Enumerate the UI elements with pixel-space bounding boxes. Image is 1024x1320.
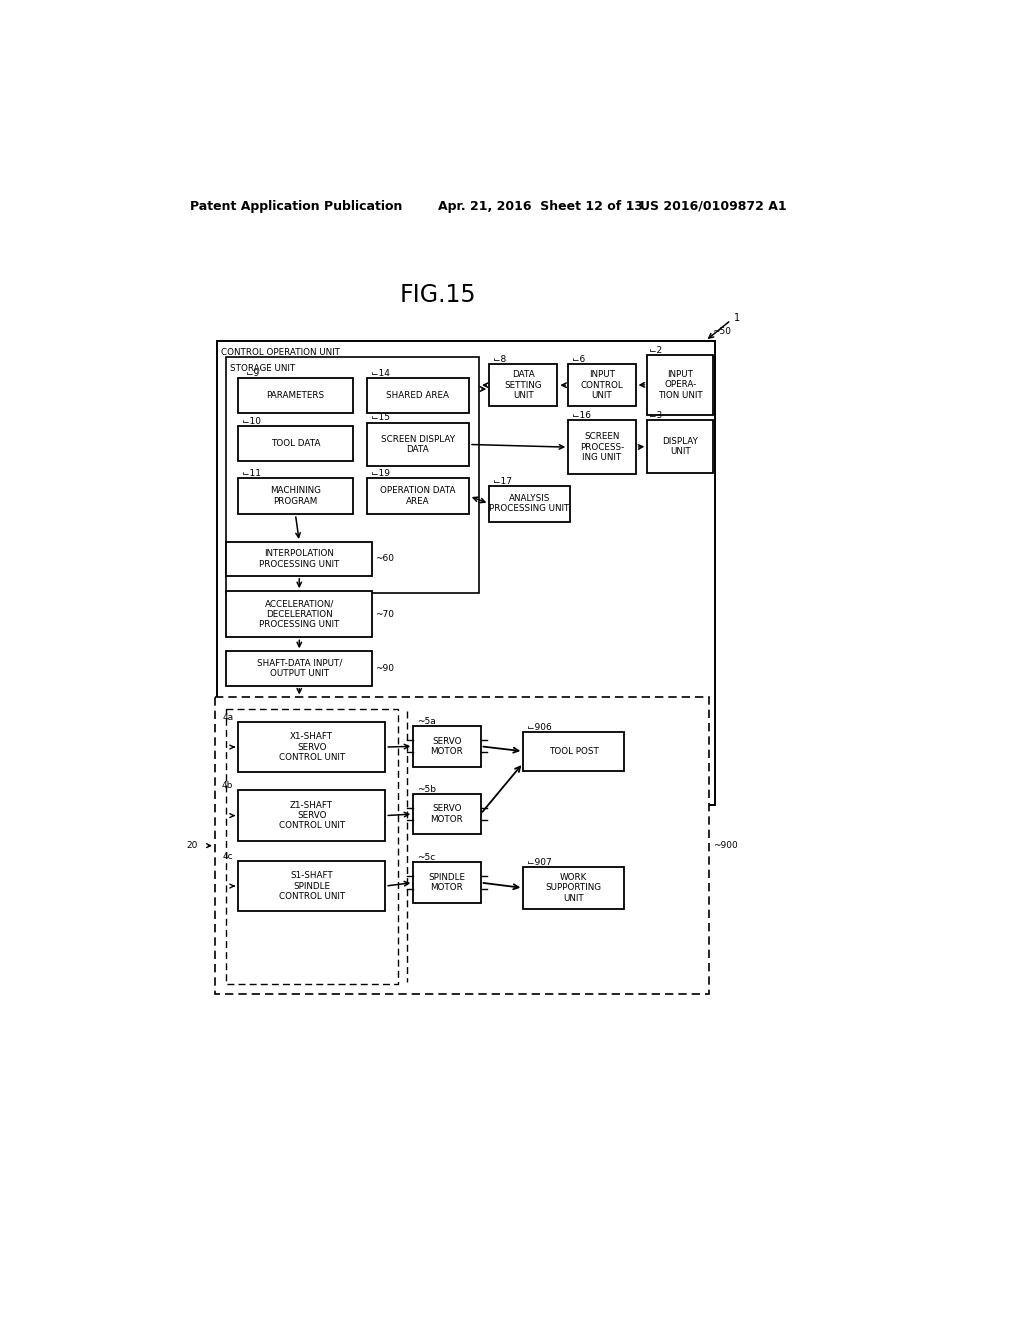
Bar: [489, 486, 569, 521]
Bar: [215, 697, 710, 994]
Bar: [568, 364, 636, 407]
Bar: [489, 364, 557, 407]
Bar: [367, 422, 469, 466]
Bar: [238, 378, 352, 412]
Bar: [523, 733, 624, 771]
Text: DISPLAY
UNIT: DISPLAY UNIT: [663, 437, 698, 457]
Text: DATA
SETTING
UNIT: DATA SETTING UNIT: [505, 371, 542, 400]
Text: 4c: 4c: [223, 851, 233, 861]
Text: ~900: ~900: [713, 841, 738, 850]
Bar: [414, 862, 480, 903]
Text: 4a: 4a: [222, 713, 233, 722]
Text: INPUT
OPERA-
TION UNIT: INPUT OPERA- TION UNIT: [657, 370, 702, 400]
Text: ⌙9: ⌙9: [246, 368, 259, 378]
Bar: [414, 726, 480, 767]
Text: SPINDLE
MOTOR: SPINDLE MOTOR: [428, 873, 466, 892]
Bar: [647, 420, 713, 473]
Text: ⌙19: ⌙19: [371, 469, 389, 478]
Bar: [226, 591, 372, 638]
Text: US 2016/0109872 A1: US 2016/0109872 A1: [640, 199, 786, 213]
Text: Apr. 21, 2016  Sheet 12 of 13: Apr. 21, 2016 Sheet 12 of 13: [438, 199, 643, 213]
Text: STORAGE UNIT: STORAGE UNIT: [230, 364, 296, 374]
Text: ~5c: ~5c: [417, 853, 435, 862]
Text: SERVO
MOTOR: SERVO MOTOR: [430, 804, 463, 824]
Text: ~50: ~50: [713, 327, 731, 337]
Text: ⌙3: ⌙3: [649, 411, 663, 420]
Text: ANALYSIS
PROCESSING UNIT: ANALYSIS PROCESSING UNIT: [489, 494, 569, 513]
Bar: [568, 420, 636, 474]
Bar: [238, 478, 352, 515]
Text: SERVO
MOTOR: SERVO MOTOR: [430, 737, 463, 756]
Text: SCREEN DISPLAY
DATA: SCREEN DISPLAY DATA: [381, 434, 455, 454]
Text: 20: 20: [186, 841, 198, 850]
Text: 1: 1: [734, 313, 740, 323]
Text: ~90: ~90: [375, 664, 394, 673]
Bar: [238, 426, 352, 461]
Text: ~5b: ~5b: [417, 784, 436, 793]
Bar: [217, 341, 716, 805]
Bar: [226, 709, 397, 983]
Text: ⌙906: ⌙906: [527, 723, 552, 731]
Text: TOOL POST: TOOL POST: [549, 747, 599, 756]
Text: ~60: ~60: [375, 554, 394, 564]
Text: ⌙907: ⌙907: [527, 858, 552, 867]
Text: TOOL DATA: TOOL DATA: [270, 440, 321, 449]
Text: CONTROL OPERATION UNIT: CONTROL OPERATION UNIT: [221, 348, 340, 356]
Bar: [238, 861, 385, 911]
Text: Z1-SHAFT
SERVO
CONTROL UNIT: Z1-SHAFT SERVO CONTROL UNIT: [279, 801, 345, 830]
Text: ⌙17: ⌙17: [493, 477, 512, 486]
Text: WORK
SUPPORTING
UNIT: WORK SUPPORTING UNIT: [546, 873, 602, 903]
Text: S1-SHAFT
SPINDLE
CONTROL UNIT: S1-SHAFT SPINDLE CONTROL UNIT: [279, 871, 345, 902]
Text: 4b: 4b: [222, 780, 233, 789]
Text: ⌙6: ⌙6: [572, 355, 586, 364]
Text: SCREEN
PROCESS-
ING UNIT: SCREEN PROCESS- ING UNIT: [580, 432, 624, 462]
Bar: [523, 867, 624, 909]
Text: SHAFT-DATA INPUT/
OUTPUT UNIT: SHAFT-DATA INPUT/ OUTPUT UNIT: [257, 659, 342, 678]
Bar: [226, 543, 372, 576]
Bar: [226, 651, 372, 686]
Text: SHARED AREA: SHARED AREA: [386, 391, 450, 400]
Text: X1-SHAFT
SERVO
CONTROL UNIT: X1-SHAFT SERVO CONTROL UNIT: [279, 733, 345, 762]
Bar: [226, 358, 479, 594]
Bar: [367, 478, 469, 515]
Text: MACHINING
PROGRAM: MACHINING PROGRAM: [270, 486, 321, 506]
Text: ACCELERATION/
DECELERATION
PROCESSING UNIT: ACCELERATION/ DECELERATION PROCESSING UN…: [259, 599, 340, 630]
Text: ~70: ~70: [375, 610, 394, 619]
Text: ⌙10: ⌙10: [242, 417, 261, 426]
Text: ⌙14: ⌙14: [371, 368, 389, 378]
Text: INPUT
CONTROL
UNIT: INPUT CONTROL UNIT: [581, 371, 624, 400]
Text: PARAMETERS: PARAMETERS: [266, 391, 325, 400]
Text: FIG.15: FIG.15: [399, 284, 476, 308]
Text: INTERPOLATION
PROCESSING UNIT: INTERPOLATION PROCESSING UNIT: [259, 549, 340, 569]
Text: OPERATION DATA
AREA: OPERATION DATA AREA: [380, 486, 456, 506]
Bar: [238, 789, 385, 841]
Text: Patent Application Publication: Patent Application Publication: [190, 199, 402, 213]
Text: ~5a: ~5a: [417, 717, 436, 726]
Bar: [414, 793, 480, 834]
Bar: [367, 378, 469, 412]
Text: ⌙2: ⌙2: [649, 346, 662, 355]
Text: ⌙15: ⌙15: [371, 413, 389, 422]
Bar: [647, 355, 713, 414]
Bar: [238, 722, 385, 772]
Text: ⌙8: ⌙8: [493, 355, 506, 364]
Text: ⌙11: ⌙11: [242, 469, 261, 478]
Text: ⌙16: ⌙16: [572, 411, 591, 420]
